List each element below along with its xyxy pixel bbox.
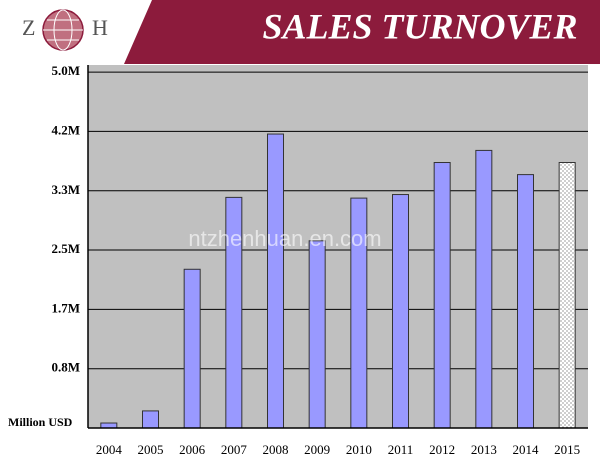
bar [558, 162, 576, 429]
y-tick-label: 0.8M [51, 360, 80, 375]
x-tick-label: 2004 [96, 442, 123, 457]
bar [267, 133, 284, 429]
bar [142, 410, 159, 429]
y-tick-label: 5.0M [51, 63, 80, 78]
x-tick-label: 2010 [346, 442, 372, 457]
y-tick-label: 2.5M [51, 241, 80, 256]
y-axis-label: Million USD [8, 415, 73, 429]
x-tick-label: 2008 [263, 442, 289, 457]
bar [433, 162, 451, 429]
bar [183, 268, 201, 429]
x-tick-label: 2011 [388, 442, 414, 457]
x-tick-label: 2007 [221, 442, 248, 457]
bar [308, 240, 326, 429]
plot-area [88, 65, 588, 428]
x-tick-label: 2012 [429, 442, 455, 457]
bar [392, 194, 409, 429]
y-tick-label: 3.3M [51, 182, 80, 197]
watermark: ntzhenhuan.en.com [188, 226, 381, 251]
x-tick-label: 2015 [554, 442, 580, 457]
x-tick-label: 2005 [138, 442, 164, 457]
title-banner [124, 0, 600, 64]
x-tick-label: 2014 [513, 442, 540, 457]
x-tick-label: 2009 [304, 442, 330, 457]
brand-left: Z [22, 15, 35, 40]
chart-title: SALES TURNOVER [262, 6, 577, 46]
x-tick-label: 2013 [471, 442, 497, 457]
y-tick-label: 1.7M [51, 300, 80, 315]
logo [42, 9, 84, 51]
brand-right: H [92, 15, 108, 40]
bar [475, 149, 493, 429]
y-tick-label: 4.2M [51, 122, 80, 137]
bar [517, 174, 534, 429]
x-tick-label: 2006 [179, 442, 206, 457]
